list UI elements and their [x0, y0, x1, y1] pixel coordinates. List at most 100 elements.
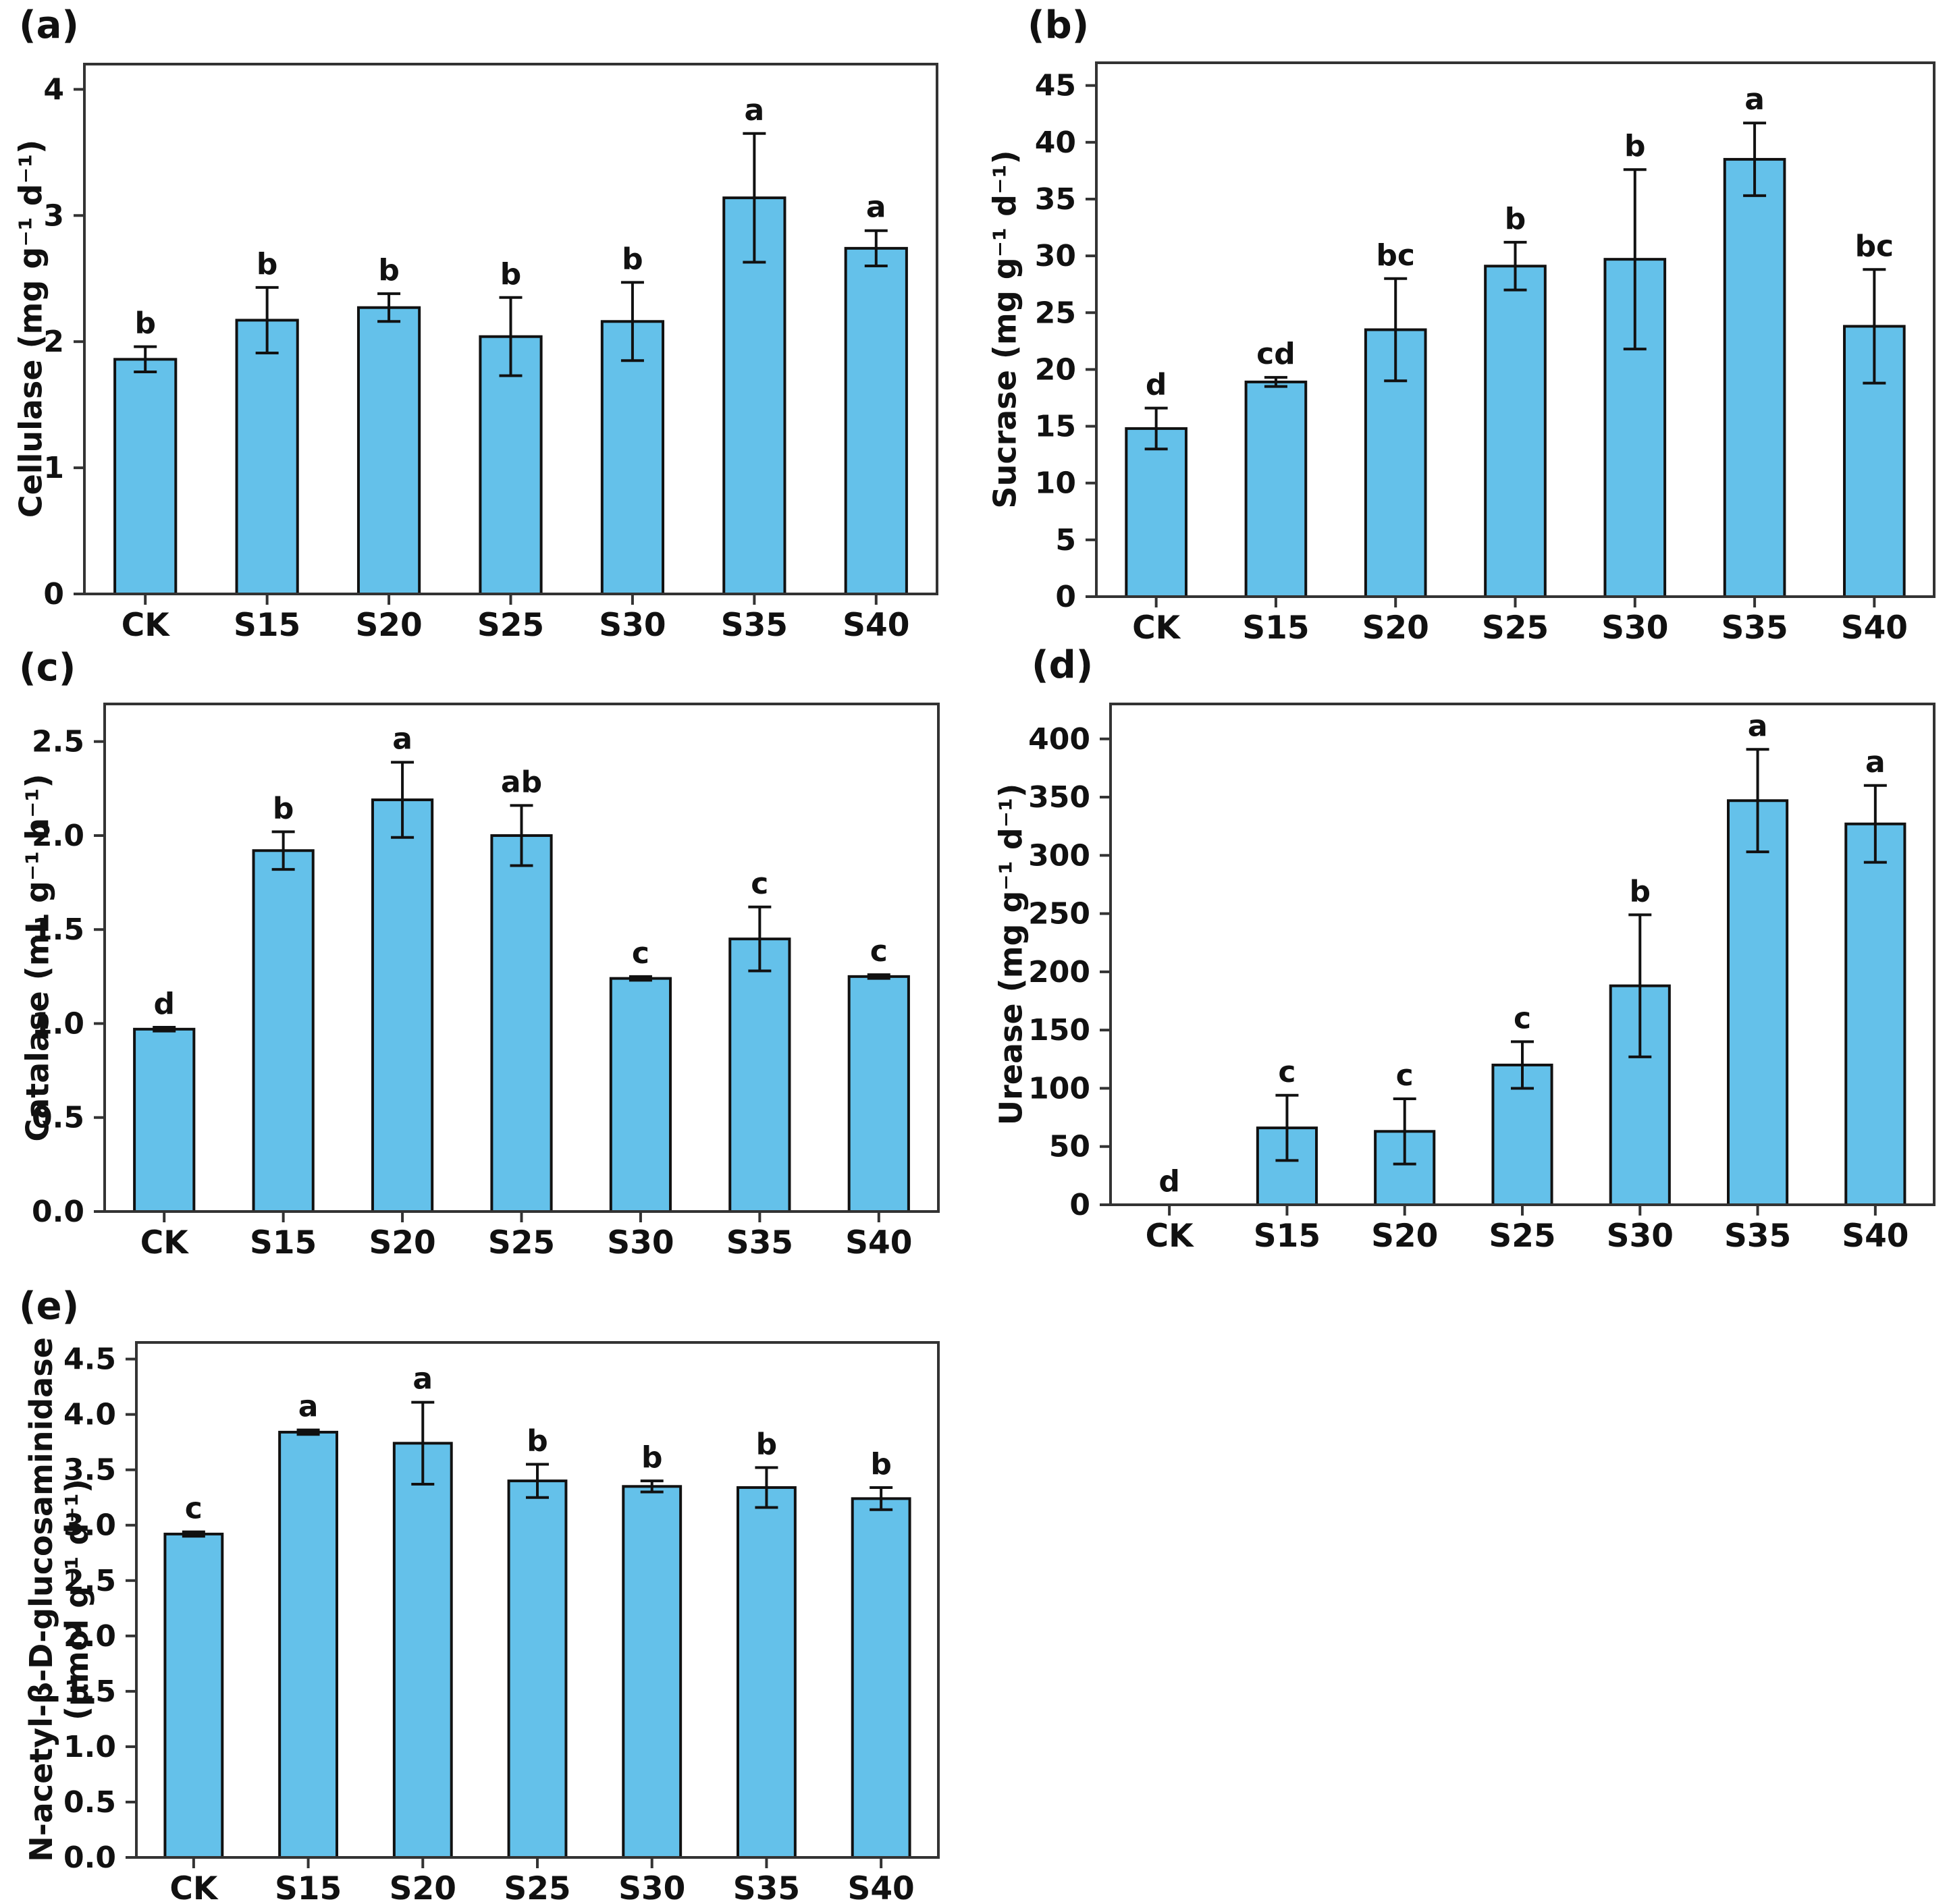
x-category-label: S40 [845, 1224, 912, 1261]
bar-S15 [1244, 380, 1308, 598]
y-tick-label: 250 [1028, 897, 1090, 931]
x-category-label: CK [140, 1224, 189, 1261]
y-tick-label: 2.5 [63, 1564, 116, 1598]
sig-letter: d [1158, 1164, 1180, 1199]
bar-S40 [851, 1497, 911, 1859]
sig-letter: b [500, 257, 522, 292]
y-tick-label: 2 [43, 325, 64, 359]
sig-letter: b [1505, 202, 1526, 236]
y-tick-label: 350 [1028, 780, 1090, 815]
x-category-label: S30 [599, 607, 666, 644]
axis-box [1109, 703, 1935, 1206]
sig-letter: b [257, 247, 278, 281]
sig-letter: c [1396, 1058, 1414, 1093]
x-category-label: S30 [618, 1870, 685, 1904]
panel-d: (d) Urease (mg g⁻¹ d⁻¹) d CK c S15 c S20 c S25 b… [976, 645, 1949, 1286]
x-category-label: S20 [1362, 609, 1429, 645]
bar-S25 [1484, 265, 1547, 598]
sig-letter: c [751, 867, 768, 901]
x-category-label: CK [1132, 609, 1181, 645]
axis-box [103, 703, 940, 1213]
panel-label-c: (c) [19, 646, 76, 690]
y-tick-label: 35 [1035, 182, 1076, 217]
x-category-label: S35 [1724, 1218, 1791, 1255]
x-category-label: S20 [390, 1870, 456, 1904]
x-category-label: CK [169, 1870, 218, 1904]
sig-letter: c [1514, 1001, 1531, 1035]
bar-S30 [1603, 258, 1667, 598]
bar-CK [163, 1532, 224, 1859]
sig-letter: ab [501, 765, 542, 799]
sig-letter: d [1146, 368, 1167, 402]
sig-letter: b [378, 253, 400, 288]
x-category-label: S25 [504, 1870, 570, 1904]
y-tick-label: 45 [1035, 69, 1076, 103]
y-tick-label: 400 [1028, 722, 1090, 757]
bar-S30 [622, 1485, 683, 1859]
sig-letter: b [870, 1447, 892, 1481]
bar-S30 [600, 320, 665, 595]
x-category-label: S25 [488, 1224, 555, 1261]
panel-c: (c) Catalase (mL g⁻¹ h⁻¹) d CK b S15 a S20 ab S… [0, 645, 976, 1286]
x-category-label: CK [122, 607, 170, 644]
x-category-label: S40 [843, 607, 909, 644]
y-tick-label: 0 [1069, 1188, 1090, 1222]
y-tick-label: 3.5 [63, 1453, 116, 1488]
y-tick-label: 2.0 [63, 1619, 116, 1654]
y-tick-label: 1.0 [32, 1006, 84, 1041]
bar-S15 [278, 1430, 338, 1859]
bar-S40 [844, 246, 908, 595]
x-category-label: S25 [1482, 609, 1549, 645]
sig-letter: b [527, 1423, 548, 1458]
panel-e: (e) N-acetyl-β-D-glucosaminidase (μmol g… [0, 1286, 976, 1904]
y-tick-label: 150 [1028, 1013, 1090, 1048]
sig-letter: a [1865, 745, 1886, 780]
chart-svg-e: c CK a S15 a S20 b S25 b S30 b S35 b S40 0.0 0.5 1.0 1.5 2… [63, 1341, 940, 1904]
bar-S40 [847, 975, 910, 1213]
y-tick-label: 0.5 [32, 1101, 84, 1135]
x-category-label: S25 [1489, 1218, 1555, 1255]
y-tick-label: 0 [1055, 580, 1076, 614]
bar-S25 [479, 335, 543, 595]
sig-letter: bc [1376, 238, 1415, 273]
bar-S35 [728, 937, 791, 1213]
panel-label-b: (b) [1027, 3, 1090, 47]
x-category-label: S40 [1842, 1218, 1908, 1255]
chart-svg-b: d CK cd S15 bc S20 b S25 b S30 a S35 bc S40 0 5 10 15 20 25… [1035, 61, 1935, 645]
y-tick-label: 1 [43, 451, 64, 485]
x-category-label: S30 [1601, 609, 1668, 645]
sig-letter: a [1744, 82, 1765, 117]
y-tick-label: 300 [1028, 838, 1090, 873]
x-category-label: S35 [733, 1870, 800, 1904]
bar-CK [133, 1027, 196, 1213]
x-category-label: S15 [1254, 1218, 1320, 1255]
chart-svg-a: b CK b S15 b S20 b S25 b S30 a S35 a S40 0 1 2 3 4 [43, 63, 938, 644]
sig-letter: d [153, 987, 175, 1021]
sig-letter: c [185, 1492, 203, 1526]
y-tick-label: 10 [1035, 466, 1076, 501]
y-tick-label: 20 [1035, 352, 1076, 387]
panel-b: (b) Sucrase (mg g⁻¹ d⁻¹) d CK cd S15 bc S20 b S… [976, 0, 1949, 645]
y-tick-label: 15 [1035, 410, 1076, 444]
x-category-label: S35 [726, 1224, 793, 1261]
bar-S35 [722, 196, 786, 596]
x-category-label: S35 [721, 607, 788, 644]
y-tick-label: 0.0 [32, 1195, 84, 1229]
sig-letter: bc [1855, 229, 1894, 263]
bar-S40 [1844, 822, 1906, 1207]
x-category-label: S35 [1721, 609, 1788, 645]
panel-label-e: (e) [19, 1284, 80, 1328]
bar-S25 [490, 834, 553, 1213]
x-category-label: S30 [1607, 1218, 1674, 1255]
x-category-label: S20 [369, 1224, 435, 1261]
x-category-label: CK [1146, 1218, 1194, 1255]
sig-letter: b [1630, 874, 1651, 908]
axis-box [83, 63, 938, 595]
y-tick-label: 200 [1028, 955, 1090, 989]
sig-letter: b [622, 242, 643, 276]
sig-letter: b [273, 791, 294, 825]
y-tick-label: 1.0 [63, 1730, 116, 1764]
bar-CK [1125, 427, 1187, 598]
y-tick-label: 1.5 [63, 1675, 116, 1709]
